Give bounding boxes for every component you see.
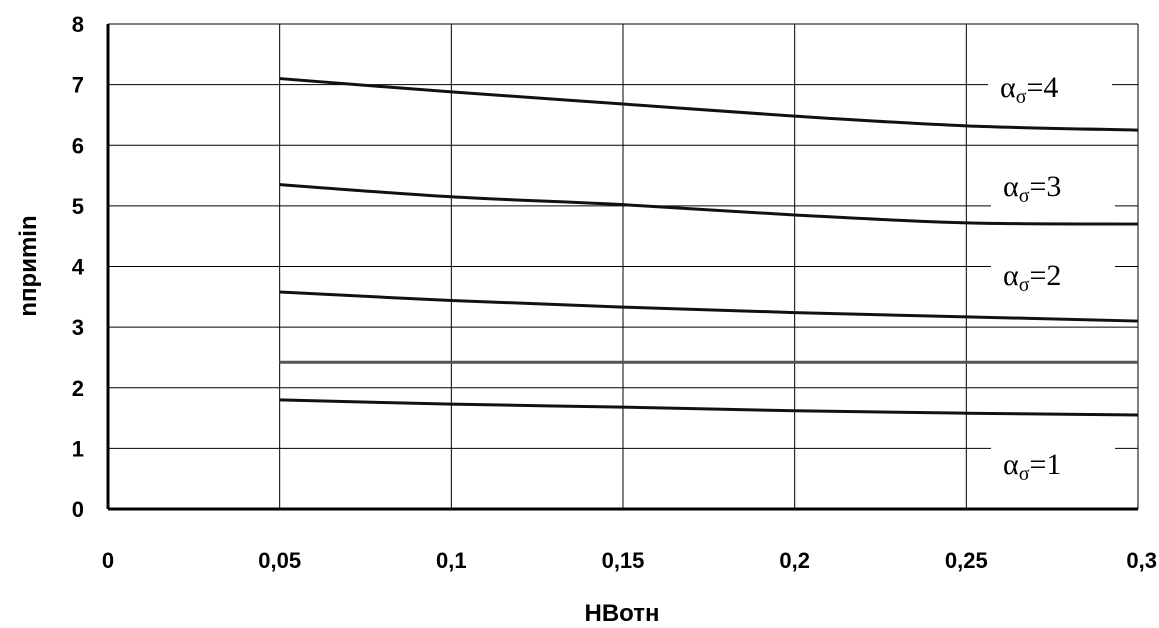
series-label-tail: =2 (1030, 259, 1062, 292)
y-tick-label: 6 (72, 133, 84, 158)
x-tick-label: 0,3 (1126, 548, 1157, 573)
series-label-subscript: σ (1019, 185, 1030, 207)
x-tick-label: 0,05 (258, 548, 301, 573)
series-label-tail: =4 (1027, 71, 1059, 104)
x-tick-label: 0,25 (945, 548, 988, 573)
series-line (279, 290, 1139, 323)
series-label-base: α (1003, 259, 1019, 292)
series-label-background (988, 67, 1112, 109)
y-tick-label: 0 (72, 497, 84, 522)
series-label: ασ=4 (1000, 71, 1058, 108)
series-label-layer: ασ=4ασ=3ασ=2ασ=1 (988, 67, 1115, 486)
y-tick-label: 8 (72, 12, 84, 37)
y-tick-label: 3 (72, 315, 84, 340)
series-label: ασ=1 (1003, 448, 1061, 485)
x-tick-label: 0,15 (602, 548, 645, 573)
y-tick-label: 7 (72, 73, 84, 98)
series-line (279, 183, 1139, 226)
grid-layer (108, 23, 1139, 509)
x-tick-label: 0 (102, 548, 114, 573)
series-label-base: α (1003, 448, 1019, 481)
series-label-tail: =1 (1030, 448, 1062, 481)
series-label-background (991, 444, 1115, 486)
series-label-base: α (1003, 170, 1019, 203)
series-label: ασ=2 (1003, 259, 1061, 296)
tick-label-layer: 0 1 2 3 4 5 6 7 8 0 0,05 0,1 0,15 0,2 0,25 0,3 (72, 12, 1157, 573)
series-layer (279, 77, 1139, 417)
y-tick-label: 2 (72, 376, 84, 401)
y-tick-label: 4 (72, 255, 85, 280)
x-axis-title: HBотн (585, 600, 660, 627)
x-tick-label: 0,1 (436, 548, 467, 573)
series-line (279, 398, 1139, 417)
series-label-base: α (1000, 71, 1016, 104)
series-label-subscript: σ (1019, 274, 1030, 296)
x-tick-label: 0,2 (779, 548, 810, 573)
series-label-tail: =3 (1030, 170, 1062, 203)
series-label-background (991, 255, 1115, 297)
y-axis-title: nприmin (15, 215, 42, 316)
series-label: ασ=3 (1003, 170, 1061, 207)
series-label-subscript: σ (1019, 463, 1030, 485)
series-label-background (991, 166, 1115, 208)
y-tick-label: 1 (72, 436, 84, 461)
series-label-subscript: σ (1016, 86, 1027, 108)
series-line (279, 77, 1139, 132)
axes-layer (106, 24, 1138, 511)
y-tick-label: 5 (72, 194, 84, 219)
